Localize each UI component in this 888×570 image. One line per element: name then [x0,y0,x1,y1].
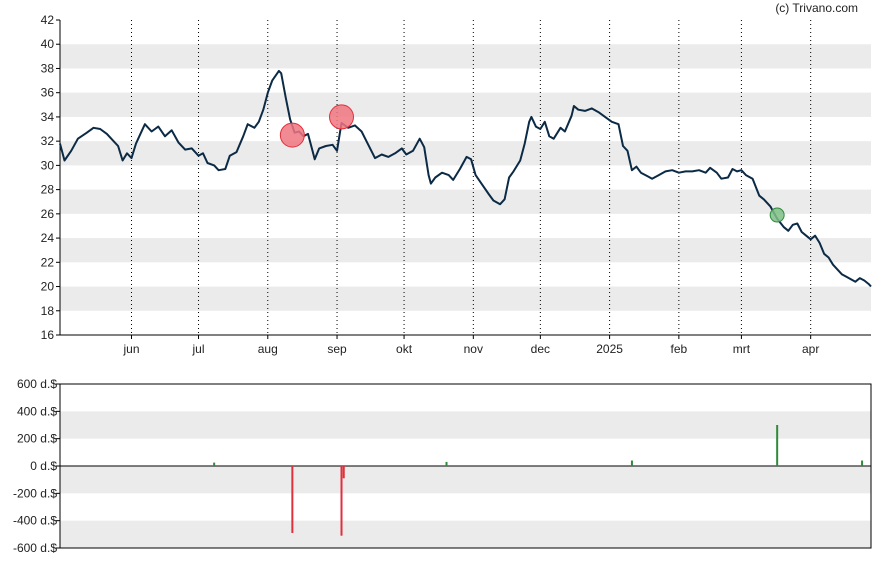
y-tick-label: 32 [41,134,55,148]
x-tick-label: nov [464,342,483,356]
buy-volume-bar [445,461,448,466]
price-grid-band [60,286,871,311]
sell-volume-bar [340,466,343,536]
y-tick-label: 28 [41,183,55,197]
volume-y-tick-label: 200 d.$ [17,432,57,446]
volume-y-tick-label: -400 d.$ [13,514,57,528]
x-tick-label: okt [396,342,413,356]
buy-volume-bar [213,462,216,466]
sell-volume-bar [291,466,294,533]
x-tick-label: jul [192,342,205,356]
buy-volume-bar [776,425,779,466]
volume-grid-band [60,466,871,494]
sell-marker [279,122,305,148]
price-panel: jun jul aug sep okt nov dec 2025 feb mrt apr 16 18 20… [41,13,872,356]
volume-grid-band [60,520,871,548]
y-tick-label: 16 [41,328,55,342]
y-tick-label: 38 [41,61,55,75]
y-tick-label: 24 [41,231,55,245]
sell-marker [329,104,355,130]
volume-y-tick-label: 400 d.$ [17,404,57,418]
volume-y-tick-label: -200 d.$ [13,486,57,500]
volume-panel: -600 d.$ -400 d.$ -200 d.$ 0 d.$ 200 d.$ 400 … [13,377,872,555]
y-tick-label: 34 [41,110,55,124]
y-tick-label: 36 [41,86,55,100]
volume-y-tick-label: -600 d.$ [13,541,57,555]
buy-volume-bar [630,460,633,466]
x-tick-label: aug [258,342,278,356]
x-tick-label: dec [531,342,550,356]
y-tick-label: 30 [41,158,55,172]
x-tick-label: jun [122,342,139,356]
price-grid-band [60,189,871,214]
y-tick-label: 40 [41,37,55,51]
y-tick-label: 42 [41,13,55,27]
x-tick-label: sep [327,342,347,356]
volume-grid-band [60,411,871,439]
credit-label: (c) Trivano.com [775,1,858,15]
volume-y-tick-label: 600 d.$ [17,377,57,391]
y-tick-label: 26 [41,207,55,221]
volume-y-tick-label: 0 d.$ [30,459,57,473]
price-grid-band [60,44,871,69]
buy-marker [769,207,785,223]
price-series-line [59,69,872,288]
x-tick-label: feb [671,342,688,356]
y-tick-label: 20 [41,280,55,294]
x-tick-label: 2025 [596,342,623,356]
x-tick-label: apr [802,342,819,356]
y-tick-label: 18 [41,304,55,318]
price-grid-band [60,92,871,117]
price-grid-band [60,238,871,263]
sell-volume-bar [342,466,345,479]
y-tick-label: 22 [41,255,55,269]
x-tick-label: mrt [733,342,751,356]
buy-volume-bar [861,460,864,466]
